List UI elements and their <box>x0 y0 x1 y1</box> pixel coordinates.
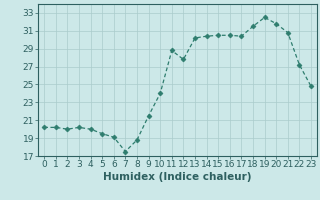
X-axis label: Humidex (Indice chaleur): Humidex (Indice chaleur) <box>103 172 252 182</box>
